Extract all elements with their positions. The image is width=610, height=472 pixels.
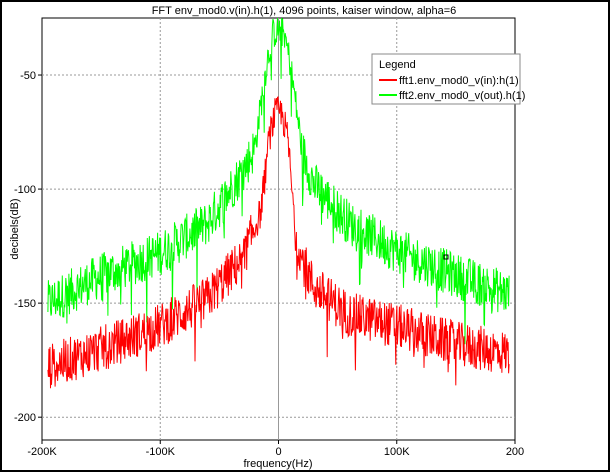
legend-title: Legend <box>379 59 416 71</box>
legend-entry-fft1: fft1.env_mod0_v(in):h(1) <box>399 75 519 87</box>
x-axis-label: frequency(Hz) <box>243 458 312 470</box>
x-tick-label: 0 <box>275 446 281 458</box>
tick-labels: -200K -100K 0 100K 200 -50 -100 -150 -200 <box>14 70 524 458</box>
legend: Legend fft1.env_mod0_v(in):h(1) fft2.env… <box>371 53 525 105</box>
y-tick-label: -200 <box>14 412 36 424</box>
series-layer <box>47 17 510 389</box>
series-line-fft1 <box>47 96 510 389</box>
legend-entry-fft2: fft2.env_mod0_v(out).h(1) <box>399 90 525 102</box>
grid-lines <box>42 18 515 440</box>
chart-title: FFT env_mod0.v(in).h(1), 4096 points, ka… <box>152 5 457 17</box>
y-tick-label: -50 <box>20 70 36 82</box>
marker-square <box>443 254 449 260</box>
y-tick-label: -100 <box>14 184 36 196</box>
y-axis-label: decibels(dB) <box>9 198 21 259</box>
x-tick-label: 100K <box>384 446 410 458</box>
x-tick-label: 200 <box>506 446 524 458</box>
y-tick-label: -150 <box>14 298 36 310</box>
x-tick-label: -200K <box>27 446 57 458</box>
x-tick-label: -100K <box>146 446 176 458</box>
series-line-fft2 <box>47 17 510 345</box>
